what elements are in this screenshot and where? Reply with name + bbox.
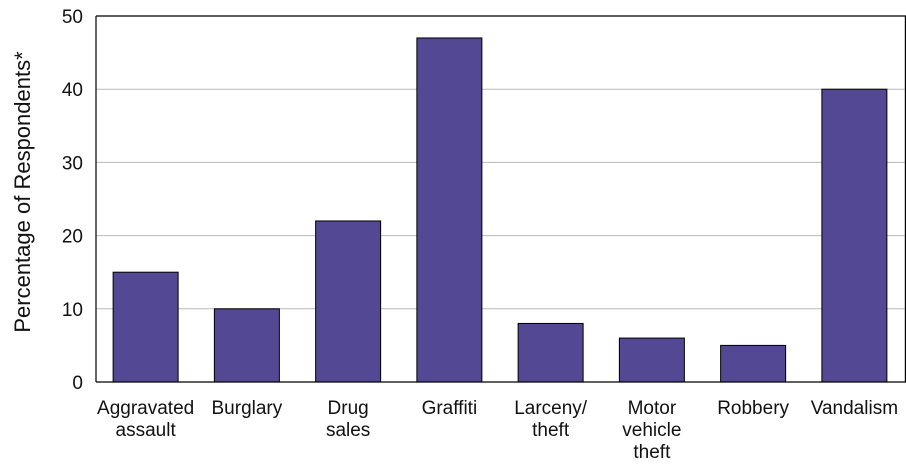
bar-7 [821, 88, 888, 383]
y-tick-label: 40 [62, 80, 83, 101]
x-category-label: Aggravated [97, 398, 194, 419]
y-tick-label: 0 [72, 373, 83, 394]
y-tick-label: 10 [62, 300, 83, 321]
bars [112, 37, 888, 383]
bar-6 [720, 344, 787, 383]
x-category-label: Robbery [717, 398, 789, 419]
x-category-label: Burglary [212, 398, 283, 419]
x-category-label: Drug [328, 398, 369, 419]
y-tick-label: 20 [62, 227, 83, 248]
x-category-label: Motor [628, 398, 677, 419]
x-category-label: assault [116, 420, 177, 441]
bar-4 [517, 322, 584, 383]
y-axis-title: Percentage of Respondents* [10, 51, 35, 333]
x-category-label: Larceny/ [514, 398, 588, 419]
axes [95, 15, 906, 383]
bar-3 [416, 37, 483, 383]
bar-1 [213, 308, 280, 383]
x-category-label: theft [532, 420, 570, 441]
bar-2 [315, 220, 382, 383]
x-category-label: sales [326, 420, 370, 441]
x-category-label: Graffiti [422, 398, 478, 419]
x-category-label: vehicle [622, 420, 681, 441]
bar-5 [618, 337, 685, 383]
y-tick-labels: 0 10 20 30 40 50 [62, 7, 83, 394]
x-category-label: theft [633, 442, 671, 463]
gridlines [96, 88, 906, 310]
x-category-label: Vandalism [811, 398, 898, 419]
y-tick-label: 30 [62, 153, 83, 174]
y-tick-label: 50 [62, 7, 83, 28]
bar-0 [112, 271, 179, 383]
